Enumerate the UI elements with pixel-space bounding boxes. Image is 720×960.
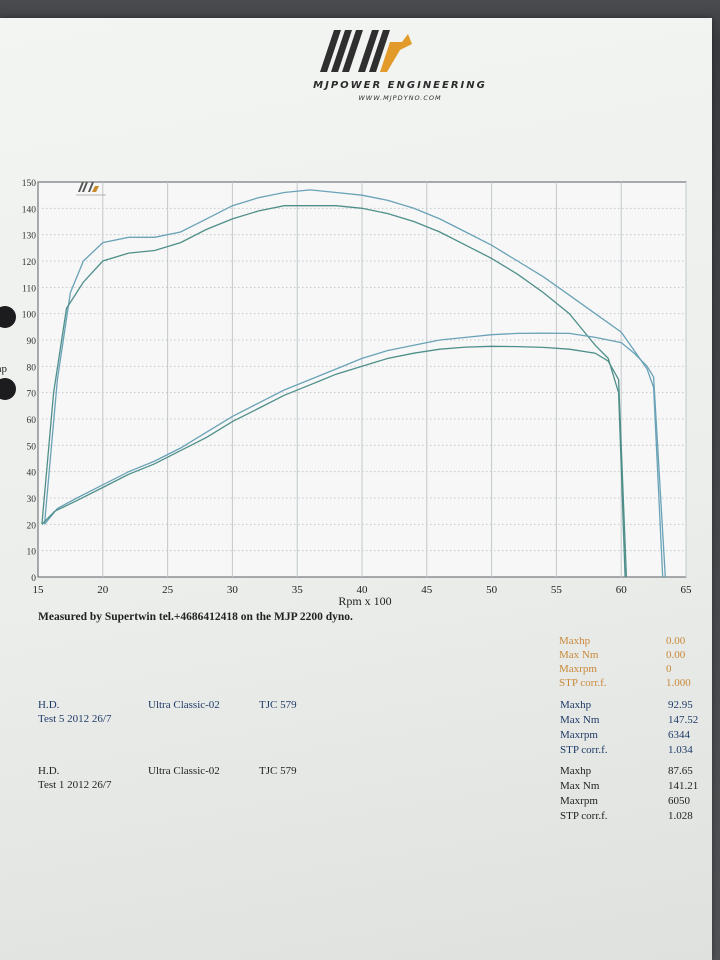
test-model: Ultra Classic-02 bbox=[148, 765, 220, 777]
chart-ticks: 15 20 25 30 35 40 45 50 55 60 65 0 10 20 30 40 50 60 70 80 9… bbox=[22, 179, 692, 596]
mjp-logo-icon bbox=[320, 30, 412, 72]
result-label: Maxhp bbox=[560, 699, 592, 711]
result-value: 87.65 bbox=[668, 765, 693, 777]
y-tick-label: 150 bbox=[22, 179, 37, 189]
result-label: STP corr.f. bbox=[560, 744, 608, 756]
result-label: Maxrpm bbox=[560, 729, 598, 741]
y-tick-label: 120 bbox=[22, 258, 37, 268]
x-tick-label: 20 bbox=[97, 584, 109, 596]
company-name: MJPOWER ENGINEERING bbox=[313, 80, 487, 91]
series-line-test5_power bbox=[43, 332, 666, 578]
y-tick-label: 130 bbox=[22, 232, 37, 242]
y-tick-label: 70 bbox=[27, 390, 37, 400]
test-make: H.D. bbox=[38, 699, 60, 711]
summary-label: Maxrpm bbox=[559, 663, 597, 675]
x-tick-label: 65 bbox=[681, 584, 693, 596]
result-value: 141.21 bbox=[668, 780, 699, 792]
x-tick-label: 25 bbox=[162, 584, 174, 596]
binder-hole bbox=[0, 306, 16, 328]
chart-grid bbox=[37, 181, 687, 578]
result-value: 1.034 bbox=[668, 744, 693, 756]
result-value: 147.52 bbox=[668, 714, 699, 726]
y-tick-label: 50 bbox=[27, 442, 37, 452]
x-tick-label: 35 bbox=[292, 584, 304, 596]
x-tick-label: 45 bbox=[421, 584, 433, 596]
y-tick-label: 140 bbox=[22, 205, 37, 215]
result-label: Max Nm bbox=[560, 714, 600, 726]
x-tick-label: 30 bbox=[227, 584, 239, 596]
x-tick-label: 50 bbox=[486, 584, 498, 596]
summary-label: Max Nm bbox=[559, 649, 599, 661]
series-line-test1_power bbox=[41, 345, 628, 578]
series-line-test5_torque bbox=[43, 189, 664, 578]
x-tick-label: 60 bbox=[616, 584, 628, 596]
binder-hole bbox=[0, 378, 16, 400]
y-tick-label: 110 bbox=[22, 284, 36, 294]
result-label: Maxhp bbox=[560, 765, 592, 777]
y-tick-label: 90 bbox=[27, 337, 37, 347]
test-name: Test 5 2012 26/7 bbox=[38, 713, 112, 725]
y-tick-label: 0 bbox=[31, 574, 36, 584]
test-make: H.D. bbox=[38, 765, 60, 777]
summary-value: 0.00 bbox=[666, 649, 686, 661]
summary-value: 1.000 bbox=[666, 677, 691, 689]
dyno-chart: 15 20 25 30 35 40 45 50 55 60 65 0 10 20 30 40 50 60 70 80 9… bbox=[0, 179, 692, 608]
chart-mini-logo-icon bbox=[76, 182, 106, 196]
summary-value: 0 bbox=[666, 663, 672, 675]
result-value: 6050 bbox=[668, 795, 690, 807]
x-tick-label: 15 bbox=[33, 584, 45, 596]
result-label: STP corr.f. bbox=[560, 810, 608, 822]
y-tick-label: 10 bbox=[27, 548, 37, 558]
y-tick-label: 20 bbox=[27, 521, 37, 531]
series-line-test1_torque bbox=[41, 205, 626, 578]
test-name: Test 1 2012 26/7 bbox=[38, 779, 112, 791]
summary-label: STP corr.f. bbox=[559, 677, 607, 689]
x-axis-label: Rpm x 100 bbox=[338, 594, 391, 608]
result-label: Maxrpm bbox=[560, 795, 598, 807]
result-value: 92.95 bbox=[668, 699, 693, 711]
y-tick-label: 60 bbox=[27, 416, 37, 426]
result-label: Max Nm bbox=[560, 780, 600, 792]
y-tick-label: 80 bbox=[27, 363, 37, 373]
company-website: WWW.MJPDYNO.COM bbox=[358, 94, 442, 102]
test-model: Ultra Classic-02 bbox=[148, 699, 220, 711]
x-tick-label: 40 bbox=[357, 584, 369, 596]
measured-by-note: Measured by Supertwin tel.+4686412418 on… bbox=[38, 611, 353, 623]
summary-label: Maxhp bbox=[559, 635, 591, 647]
y-axis-label: hp bbox=[0, 363, 8, 375]
test-registration: TJC 579 bbox=[259, 765, 297, 777]
chart-curves bbox=[41, 189, 666, 578]
y-tick-label: 100 bbox=[22, 311, 37, 321]
y-tick-label: 30 bbox=[27, 495, 37, 505]
y-tick-label: 40 bbox=[27, 469, 37, 479]
summary-value: 0.00 bbox=[666, 635, 686, 647]
result-value: 1.028 bbox=[668, 810, 693, 822]
result-value: 6344 bbox=[668, 729, 690, 741]
x-tick-label: 55 bbox=[551, 584, 563, 596]
test-registration: TJC 579 bbox=[259, 699, 297, 711]
